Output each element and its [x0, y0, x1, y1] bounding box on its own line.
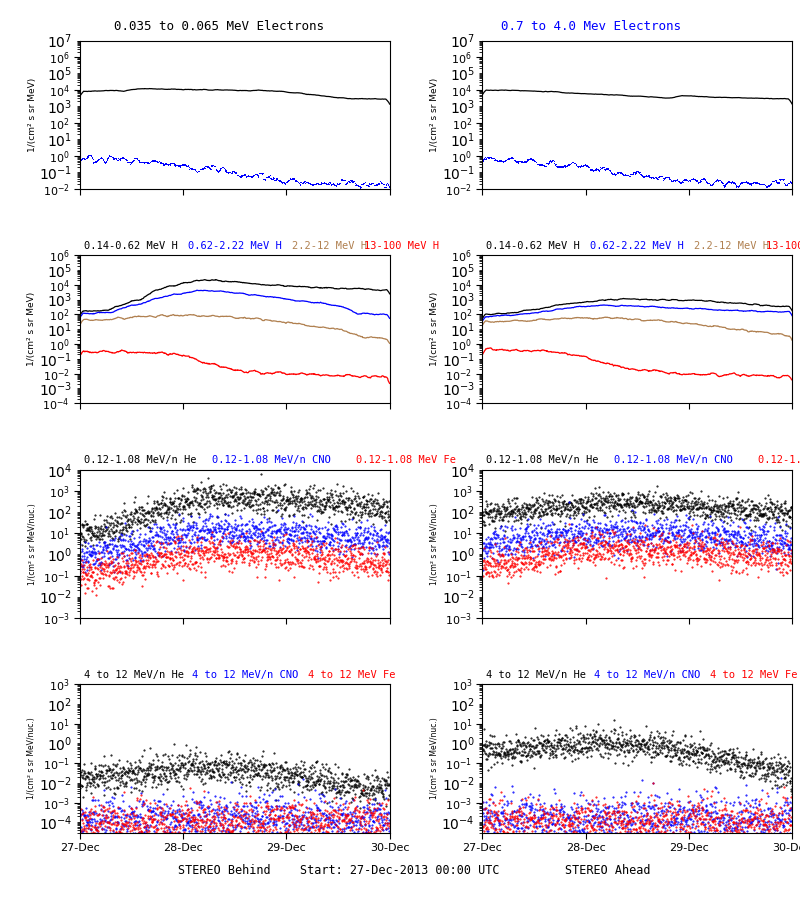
Y-axis label: 1/(cm² s sr MeV/nuc.): 1/(cm² s sr MeV/nuc.)	[27, 503, 37, 585]
Text: 4 to 12 MeV/n He: 4 to 12 MeV/n He	[84, 670, 184, 680]
Text: 0.14-0.62 MeV H: 0.14-0.62 MeV H	[84, 240, 178, 251]
Text: 2.2-12 MeV H: 2.2-12 MeV H	[694, 240, 770, 251]
Text: 2.2-12 MeV H: 2.2-12 MeV H	[292, 240, 367, 251]
Y-axis label: 1/(cm² s sr MeV/nuc.): 1/(cm² s sr MeV/nuc.)	[430, 717, 438, 799]
Text: 0.12-1.08 MeV/n CNO: 0.12-1.08 MeV/n CNO	[212, 455, 330, 465]
Text: 13-100 MeV H: 13-100 MeV H	[766, 240, 800, 251]
Text: 13-100 MeV H: 13-100 MeV H	[364, 240, 439, 251]
Text: 0.12-1.08 MeV/n CNO: 0.12-1.08 MeV/n CNO	[614, 455, 733, 465]
Text: 0.62-2.22 MeV H: 0.62-2.22 MeV H	[590, 240, 684, 251]
Text: STEREO Behind: STEREO Behind	[178, 865, 270, 878]
Y-axis label: 1/(cm² s sr MeV): 1/(cm² s sr MeV)	[27, 77, 37, 151]
Text: 4 to 12 MeV/n He: 4 to 12 MeV/n He	[486, 670, 586, 680]
Text: 4 to 12 MeV/n CNO: 4 to 12 MeV/n CNO	[192, 670, 298, 680]
Text: 4 to 12 MeV Fe: 4 to 12 MeV Fe	[710, 670, 798, 680]
Text: 0.62-2.22 MeV H: 0.62-2.22 MeV H	[188, 240, 282, 251]
Text: 0.14-0.62 MeV H: 0.14-0.62 MeV H	[486, 240, 580, 251]
Text: 4 to 12 MeV/n CNO: 4 to 12 MeV/n CNO	[594, 670, 701, 680]
Y-axis label: 1/(cm² s sr MeV): 1/(cm² s sr MeV)	[430, 77, 439, 151]
Text: 0.12-1.08 MeV Fe: 0.12-1.08 MeV Fe	[356, 455, 456, 465]
Text: 0.12-1.08 MeV/n He: 0.12-1.08 MeV/n He	[84, 455, 197, 465]
Y-axis label: 1/(cm² s sr MeV): 1/(cm² s sr MeV)	[430, 292, 439, 366]
Text: 0.12-1.08 MeV/n He: 0.12-1.08 MeV/n He	[486, 455, 599, 465]
Y-axis label: 1/(cm² s sr MeV/nuc.): 1/(cm² s sr MeV/nuc.)	[430, 503, 439, 585]
Text: Start: 27-Dec-2013 00:00 UTC: Start: 27-Dec-2013 00:00 UTC	[300, 865, 500, 878]
Text: 0.035 to 0.065 MeV Electrons: 0.035 to 0.065 MeV Electrons	[114, 21, 324, 33]
Text: 0.7 to 4.0 Mev Electrons: 0.7 to 4.0 Mev Electrons	[501, 21, 681, 33]
Y-axis label: 1/(cm² s sr MeV/nuc.): 1/(cm² s sr MeV/nuc.)	[27, 717, 36, 799]
Text: 0.12-1.08 MeV Fe: 0.12-1.08 MeV Fe	[758, 455, 800, 465]
Text: STEREO Ahead: STEREO Ahead	[566, 865, 650, 878]
Text: 4 to 12 MeV Fe: 4 to 12 MeV Fe	[308, 670, 395, 680]
Y-axis label: 1/(cm² s sr MeV): 1/(cm² s sr MeV)	[27, 292, 37, 366]
